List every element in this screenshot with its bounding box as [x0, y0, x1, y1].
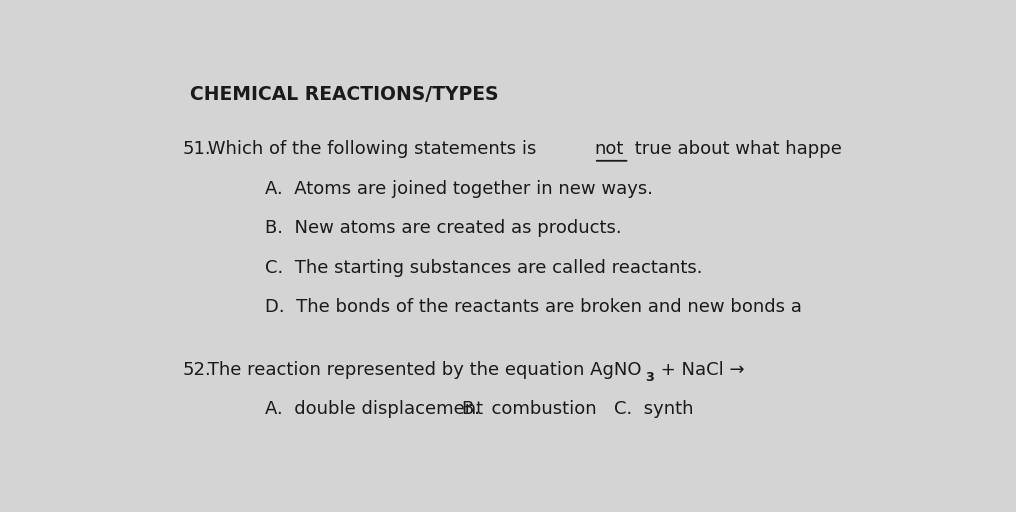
Text: The reaction represented by the equation AgNO: The reaction represented by the equation… [202, 361, 641, 379]
Text: A.  Atoms are joined together in new ways.: A. Atoms are joined together in new ways… [265, 180, 653, 198]
Text: C.  The starting substances are called reactants.: C. The starting substances are called re… [265, 259, 702, 276]
Text: + NaCl →: + NaCl → [654, 361, 744, 379]
Text: Which of the following statements is: Which of the following statements is [202, 140, 542, 158]
Text: D.  The bonds of the reactants are broken and new bonds a: D. The bonds of the reactants are broken… [265, 298, 802, 316]
Text: B.  New atoms are created as products.: B. New atoms are created as products. [265, 219, 622, 237]
Text: 51.: 51. [182, 140, 210, 158]
Text: 52.: 52. [182, 361, 211, 379]
Text: C.  synth: C. synth [614, 400, 693, 418]
Text: B.  combustion: B. combustion [461, 400, 596, 418]
Text: true about what happe: true about what happe [629, 140, 842, 158]
Text: A.  double displacement: A. double displacement [265, 400, 483, 418]
Text: not: not [594, 140, 623, 158]
Text: CHEMICAL REACTIONS/TYPES: CHEMICAL REACTIONS/TYPES [190, 85, 499, 104]
Text: 3: 3 [645, 371, 654, 384]
